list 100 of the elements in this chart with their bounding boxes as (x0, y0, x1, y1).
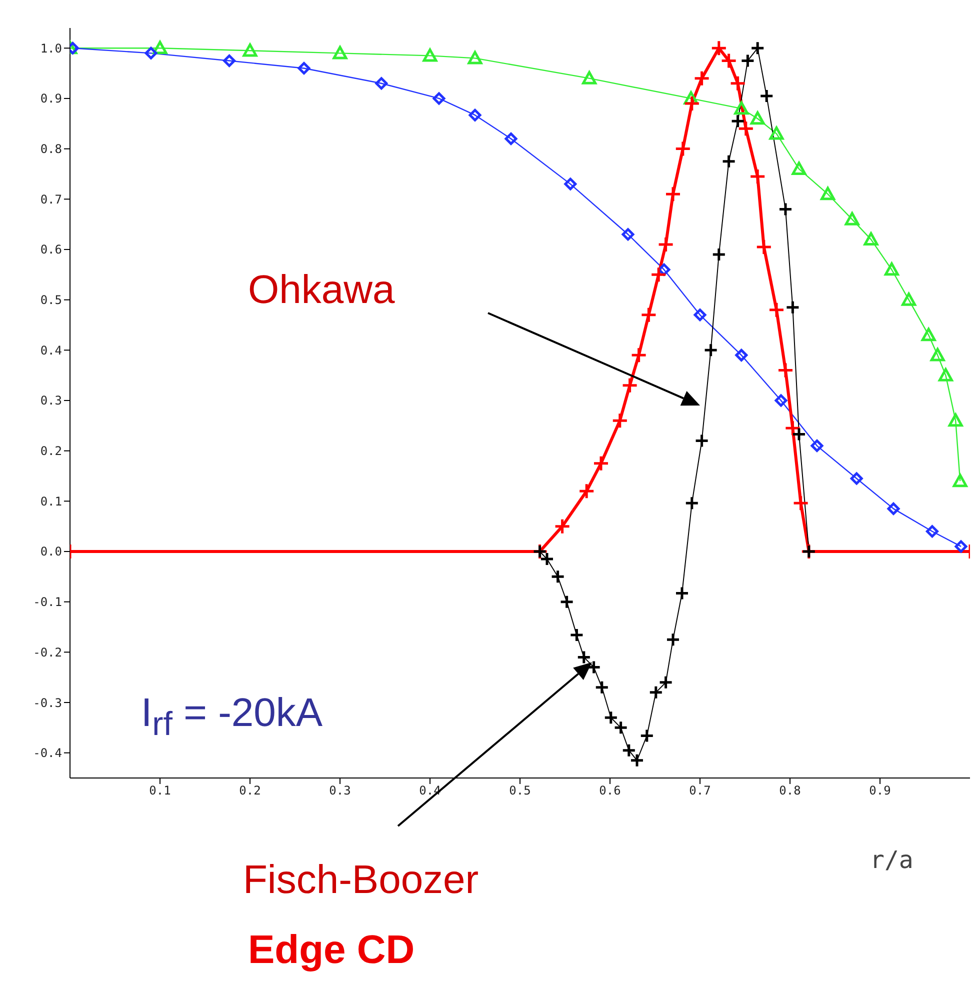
point (792, 162, 806, 175)
point (664, 186, 682, 202)
x-tick-label: 0.6 (599, 784, 621, 798)
y-tick-label: -0.2 (33, 645, 62, 660)
point (550, 569, 566, 584)
point (921, 328, 936, 342)
point (926, 525, 938, 538)
x-tick-label: 0.1 (149, 784, 171, 798)
point (648, 685, 664, 700)
y-tick-label: 0.4 (40, 343, 62, 358)
point (734, 101, 749, 115)
point (468, 108, 482, 122)
annotation: I$_{rf}$ = -20kA (141, 691, 323, 744)
point (785, 300, 800, 315)
x-tick-label: 0.3 (329, 784, 351, 798)
y-tick-label: 0.3 (40, 394, 62, 408)
point (684, 496, 700, 510)
point (738, 120, 754, 137)
point (694, 308, 706, 322)
point (722, 154, 736, 169)
point (576, 650, 592, 664)
point (850, 472, 863, 485)
y-tick-label: -0.3 (33, 696, 62, 710)
point (604, 710, 618, 725)
y-tick-label: -0.1 (33, 595, 62, 610)
point (674, 140, 692, 158)
point (887, 502, 900, 515)
point (756, 238, 772, 256)
point (864, 232, 878, 246)
point (902, 292, 916, 306)
y-tick-label: 1.0 (40, 41, 62, 56)
point (144, 46, 158, 60)
x-tick-label: 0.8 (779, 784, 801, 798)
point (784, 420, 801, 436)
point (432, 92, 446, 105)
point (730, 114, 746, 128)
point (930, 348, 945, 362)
point (630, 346, 648, 364)
point (769, 126, 784, 140)
x-tick-label: 0.7 (689, 784, 711, 798)
point (658, 236, 674, 253)
point (582, 71, 597, 84)
point (792, 494, 810, 512)
point (578, 482, 595, 500)
x-axis-title: r/a (870, 846, 914, 874)
y-tick-label: -0.4 (33, 746, 62, 760)
annotation: Ohkawa (248, 268, 395, 313)
y-tick-label: 0.2 (40, 444, 62, 458)
point (298, 62, 310, 75)
point (468, 50, 482, 64)
text: Fisch-Boozer (243, 858, 479, 903)
point (564, 178, 577, 190)
y-tick-label: 0.1 (40, 494, 62, 508)
point (242, 43, 258, 57)
point (768, 302, 785, 318)
point (332, 46, 348, 60)
point (666, 632, 680, 647)
point (777, 362, 794, 379)
text: Edge CD (248, 928, 415, 973)
point (740, 53, 755, 68)
point (710, 40, 728, 56)
point (810, 440, 824, 452)
point (720, 52, 738, 69)
point (622, 377, 638, 394)
y-tick-label: 0.0 (40, 544, 62, 559)
y-tick-label: 0.8 (40, 142, 62, 156)
point (844, 212, 860, 226)
point (948, 413, 963, 427)
point (375, 77, 388, 90)
y-tick-label: 0.5 (40, 293, 62, 308)
point (792, 426, 806, 442)
point (759, 88, 774, 104)
point (774, 394, 788, 407)
point (554, 518, 571, 535)
point (622, 228, 634, 241)
x-tick-label: 0.5 (509, 784, 531, 798)
x-tick-label: 0.9 (869, 784, 891, 798)
point (640, 306, 657, 324)
point (650, 266, 667, 283)
point (674, 586, 690, 601)
point (750, 40, 765, 56)
y-tick-label: 0.6 (40, 242, 62, 257)
point (422, 48, 438, 62)
point (750, 111, 765, 125)
point (778, 202, 793, 216)
point (694, 70, 710, 87)
point (884, 262, 899, 276)
point (560, 594, 574, 610)
x-tick-label: 0.2 (239, 784, 261, 798)
point (504, 132, 518, 145)
point (594, 680, 610, 695)
point (704, 342, 718, 358)
point (820, 186, 836, 200)
point (712, 247, 726, 262)
point (569, 628, 584, 642)
point (954, 540, 968, 553)
point (952, 474, 968, 488)
y-tick-label: 0.7 (40, 192, 62, 206)
point (694, 434, 710, 448)
point (630, 753, 644, 768)
